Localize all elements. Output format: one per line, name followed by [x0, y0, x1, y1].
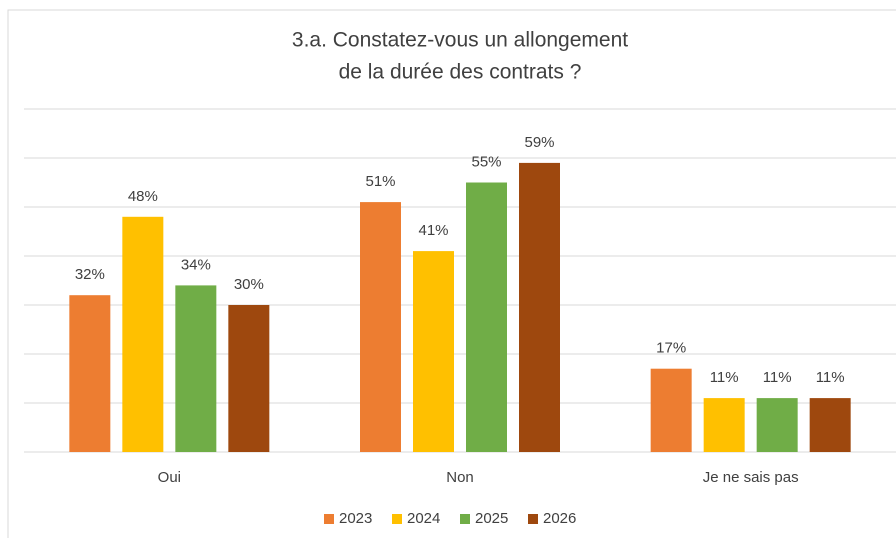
bar — [413, 251, 454, 452]
bar — [175, 285, 217, 452]
legend-label: 2023 — [339, 510, 372, 527]
legend-label: 2026 — [543, 510, 576, 527]
data-label: 11% — [710, 369, 739, 386]
data-label: 17% — [656, 340, 686, 357]
legend-swatch — [460, 514, 470, 524]
data-label: 11% — [816, 369, 845, 386]
data-label: 59% — [524, 134, 554, 151]
legend-label: 2025 — [475, 510, 508, 527]
data-label: 30% — [234, 276, 264, 293]
x-tick-label: Oui — [158, 469, 181, 486]
bar — [650, 368, 692, 452]
legend-label: 2024 — [407, 510, 440, 527]
data-label: 41% — [418, 222, 448, 239]
bar — [360, 202, 401, 452]
x-tick-label: Non — [446, 469, 474, 486]
data-label: 51% — [365, 173, 395, 190]
chart-title: de la durée des contrats ? — [339, 61, 582, 84]
bar — [466, 182, 507, 452]
bar — [756, 398, 798, 452]
chart-title: 3.a. Constatez-vous un allongement — [292, 29, 628, 52]
bar — [122, 216, 164, 452]
data-label: 11% — [763, 369, 792, 386]
data-label: 34% — [181, 256, 211, 273]
data-label: 55% — [471, 153, 501, 170]
x-tick-label: Je ne sais pas — [703, 469, 799, 486]
bar — [703, 398, 745, 452]
bar — [228, 305, 270, 452]
bar — [69, 295, 111, 452]
bar — [809, 398, 851, 452]
legend-swatch — [528, 514, 538, 524]
data-label: 32% — [75, 266, 105, 283]
legend-swatch — [324, 514, 334, 524]
bar — [519, 162, 560, 452]
legend-swatch — [392, 514, 402, 524]
data-label: 48% — [128, 188, 158, 205]
